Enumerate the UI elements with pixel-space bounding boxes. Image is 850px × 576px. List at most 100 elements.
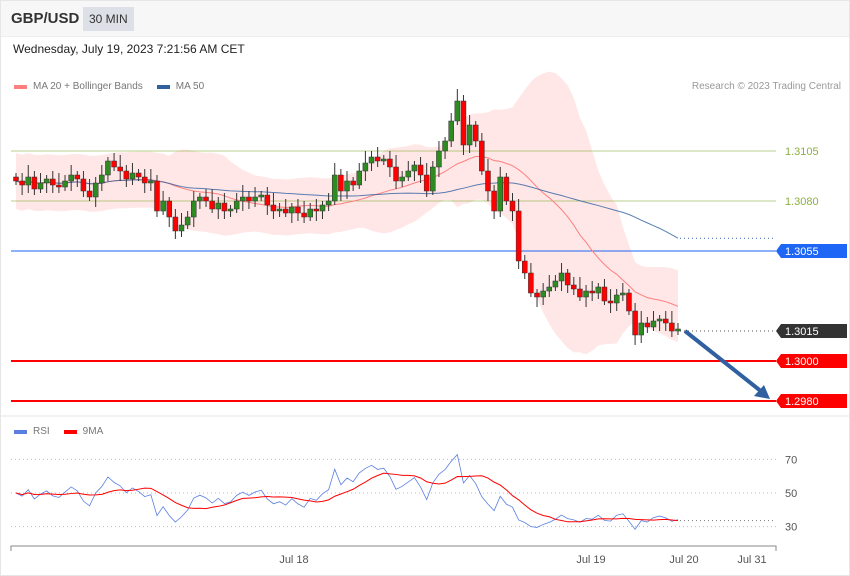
candle-body: [583, 290, 589, 298]
candle-body: [148, 180, 154, 184]
candle-body: [454, 100, 461, 122]
candle-body: [258, 194, 264, 198]
candle-body: [503, 176, 510, 202]
candle-body: [68, 174, 74, 182]
candle-body: [31, 176, 38, 190]
candle-body: [295, 206, 301, 214]
candle-body: [203, 196, 209, 202]
candle-body: [313, 208, 320, 212]
candle-body: [191, 200, 197, 218]
candle-body: [135, 172, 142, 178]
forecast-arrow-head: [754, 385, 770, 399]
x-axis-label: Jul 18: [279, 554, 308, 566]
candle-body: [282, 208, 289, 214]
x-axis-label: Jul 20: [669, 554, 698, 566]
price-legend: MA 20 + Bollinger Bands MA 50: [14, 81, 204, 92]
level-label: 1.3105: [785, 146, 819, 158]
candle-body: [209, 200, 215, 210]
candle-body: [307, 208, 313, 218]
candle-body: [472, 124, 479, 142]
legend-rsi-ma: 9MA: [82, 426, 104, 437]
header-bar: GBP/USD 30 MIN: [0, 0, 850, 37]
forecast-arrow: [683, 329, 764, 394]
candle-body: [534, 292, 540, 298]
candle-body: [644, 322, 651, 328]
candle-body: [405, 170, 412, 178]
price-tag-label: 1.3000: [785, 356, 819, 368]
candle-body: [221, 202, 228, 212]
candle-body: [466, 124, 473, 146]
candle-body: [289, 206, 295, 214]
candle-body: [331, 174, 338, 202]
candle-body: [197, 196, 203, 202]
ma50-swatch: [156, 84, 170, 89]
candle-body: [546, 286, 553, 292]
candle-body: [626, 292, 632, 312]
rsi-ma-line: [15, 472, 679, 523]
candle-body: [276, 208, 283, 212]
x-axis-label: Jul 19: [576, 554, 605, 566]
candle-body: [19, 180, 25, 186]
candle-body: [215, 202, 222, 210]
candle-body: [233, 200, 240, 210]
candle-body: [86, 190, 93, 198]
timeframe-button[interactable]: 30 MIN: [83, 7, 134, 31]
candle-body: [74, 174, 81, 180]
legend-ma20: MA 20 + Bollinger Bands: [33, 81, 143, 92]
candle-body: [178, 224, 185, 232]
price-tag-label: 1.3055: [785, 246, 819, 258]
candle-body: [485, 170, 491, 192]
candle-body: [387, 158, 393, 168]
candle-body: [56, 184, 62, 188]
candle-body: [319, 204, 326, 212]
rsi-level-label: 50: [785, 488, 797, 500]
candle-body: [509, 200, 516, 212]
candle-body: [160, 200, 166, 212]
candle-body: [123, 170, 130, 180]
candle-body: [117, 166, 123, 172]
candle-body: [595, 286, 602, 294]
candle-body: [423, 174, 430, 192]
candle-body: [620, 292, 626, 296]
candle-body: [656, 318, 663, 322]
candle-body: [577, 288, 583, 298]
candle-body: [632, 310, 638, 336]
rsi-level-label: 30: [785, 522, 797, 534]
candle-body: [430, 166, 436, 192]
candle-body: [515, 210, 522, 262]
price-tag: [776, 244, 847, 258]
legend-rsi: RSI: [33, 426, 50, 437]
candle-body: [393, 166, 399, 182]
candle-body: [638, 322, 644, 336]
candle-body: [368, 156, 375, 164]
candle-body: [417, 164, 424, 176]
candle-body: [411, 164, 418, 172]
candle-body: [184, 216, 191, 226]
candle-body: [172, 216, 179, 232]
candle-body: [607, 300, 614, 304]
candle-body: [356, 170, 363, 186]
candle-body: [460, 100, 467, 146]
candle-body: [564, 272, 571, 286]
candle-body: [325, 200, 332, 206]
candle-body: [50, 178, 56, 186]
candle-body: [522, 260, 528, 274]
candle-body: [662, 318, 669, 324]
candle-body: [571, 284, 577, 290]
x-axis: [10, 545, 777, 551]
rsi-legend: RSI 9MA: [14, 426, 103, 437]
candle-body: [479, 140, 485, 172]
price-tag: [776, 354, 847, 368]
candle-body: [111, 160, 117, 168]
candle-body: [129, 172, 136, 180]
x-axis-label: Jul 31: [737, 554, 766, 566]
candle-body: [80, 178, 87, 192]
candle-body: [491, 190, 497, 212]
legend-ma50: MA 50: [175, 81, 205, 92]
candle-body: [338, 174, 344, 192]
credit-text: Research © 2023 Trading Central: [691, 81, 841, 92]
candle-body: [675, 328, 681, 332]
candle-body: [301, 212, 307, 218]
rsi-level-label: 70: [785, 454, 797, 466]
